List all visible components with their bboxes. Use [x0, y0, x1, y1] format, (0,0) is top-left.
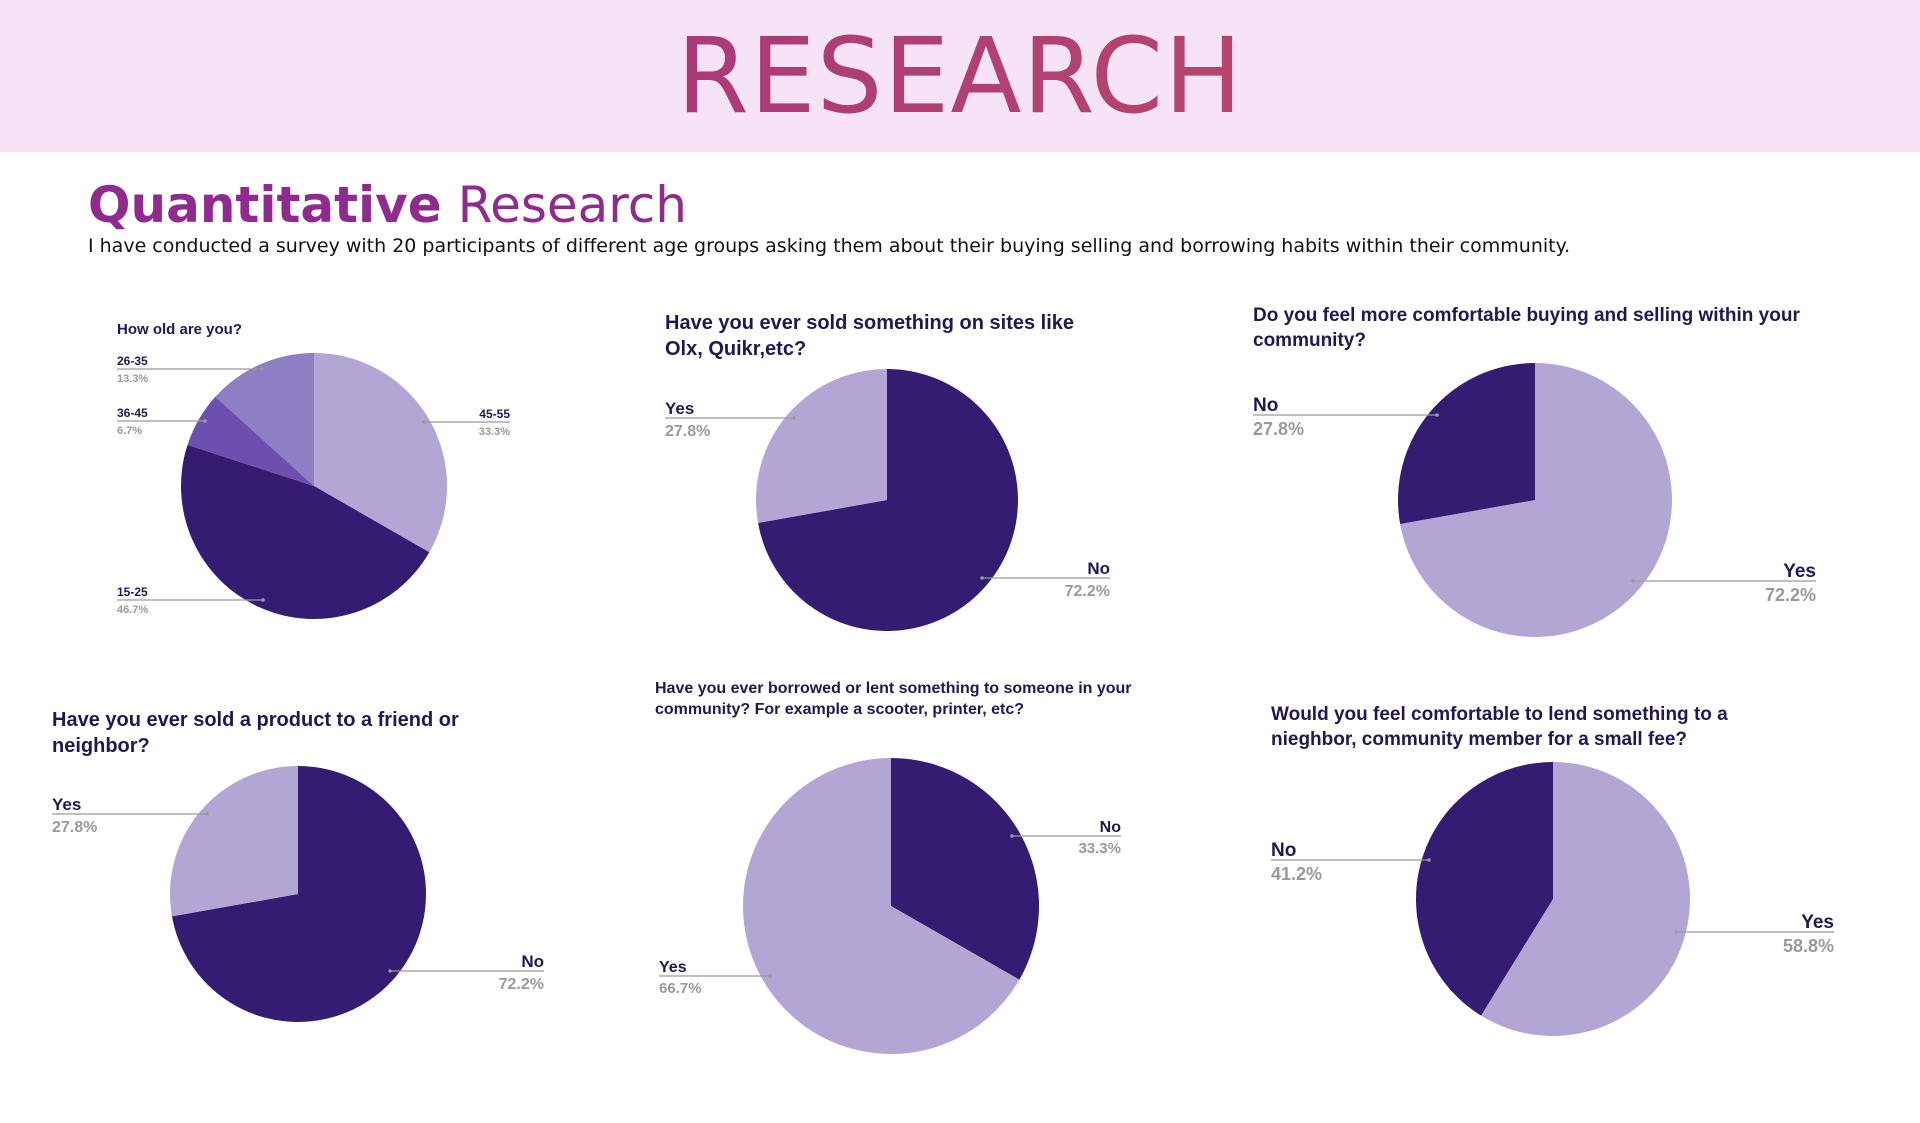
slice-pct-6-no: 41.2%: [1271, 864, 1322, 884]
pie-slice-2-yes: [755, 369, 887, 523]
intro-text: I have conducted a survey with 20 partic…: [88, 235, 1571, 257]
pie-slice-1-26-35: [215, 353, 314, 486]
slice-label-1-45-55: 45-55: [479, 407, 510, 421]
slice-label-5-yes: Yes: [659, 959, 687, 976]
chart-title-age: How old are you?: [117, 321, 243, 338]
leader-dot-1-36-45: [203, 419, 207, 423]
leader-dot-3-yes: [1631, 579, 1635, 583]
leader-dot-5-yes: [768, 974, 772, 978]
slice-pct-5-no: 33.3%: [1078, 840, 1121, 857]
section-title-light: Research: [457, 176, 687, 234]
pie-slice-5-no: [891, 758, 1040, 980]
slice-pct-6-yes: 58.8%: [1783, 936, 1834, 956]
pie-slice-1-36-45: [187, 396, 314, 486]
leader-dot-4-no: [388, 969, 392, 973]
slice-label-4-no: No: [521, 952, 544, 971]
slice-pct-1-45-55: 33.3%: [479, 426, 510, 438]
chart-title-lend-for-fee: Would you feel comfortable to lend somet…: [1271, 704, 1728, 750]
section-title: Quantitative Research: [88, 172, 687, 238]
pie-slice-1-45-55: [314, 353, 448, 553]
page-title: RESEARCH: [0, 16, 1920, 136]
header-banner: RESEARCH: [0, 0, 1920, 152]
slice-label-5-no: No: [1100, 819, 1122, 836]
pie-slice-4-no: [171, 766, 427, 1022]
leader-dot-5-no: [1010, 834, 1014, 838]
pie-slice-3-yes: [1400, 363, 1672, 637]
slice-pct-1-15-25: 46.7%: [117, 604, 148, 616]
leader-dot-1-45-55: [422, 420, 426, 424]
slice-pct-3-no: 27.8%: [1253, 419, 1304, 439]
leader-dot-3-no: [1435, 413, 1439, 417]
slice-pct-1-36-45: 6.7%: [117, 425, 142, 437]
slice-pct-4-yes: 27.8%: [52, 819, 97, 836]
leader-dot-4-yes: [205, 812, 209, 816]
leader-dot-6-no: [1427, 858, 1431, 862]
slice-label-3-yes: Yes: [1783, 561, 1816, 582]
slice-pct-3-yes: 72.2%: [1765, 585, 1816, 605]
slice-label-3-no: No: [1253, 395, 1278, 416]
slice-pct-2-yes: 27.8%: [665, 423, 710, 440]
pie-slice-1-15-25: [181, 444, 430, 620]
slice-pct-1-26-35: 13.3%: [117, 373, 148, 385]
slice-label-2-no: No: [1087, 559, 1110, 578]
section-title-bold: Quantitative: [88, 176, 442, 234]
pie-slice-6-yes: [1481, 762, 1690, 1036]
slice-label-2-yes: Yes: [665, 399, 694, 418]
slice-label-6-yes: Yes: [1801, 912, 1834, 933]
leader-dot-2-no: [980, 576, 984, 580]
slice-pct-5-yes: 66.7%: [659, 980, 702, 997]
slice-label-1-15-25: 15-25: [117, 585, 148, 599]
slice-label-1-36-45: 36-45: [117, 406, 148, 420]
slice-label-4-yes: Yes: [52, 795, 81, 814]
pie-slice-5-yes: [743, 758, 1020, 1055]
leader-dot-1-26-35: [260, 367, 264, 371]
pie-slice-6-no: [1415, 762, 1553, 1016]
chart-title-sold-to-friend: Have you ever sold a product to a friend…: [52, 709, 459, 757]
chart-title-online-selling: Have you ever sold something on sites li…: [665, 312, 1075, 360]
chart-title-borrowed-lent: Have you ever borrowed or lent something…: [655, 680, 1132, 718]
pie-slice-4-yes: [170, 766, 298, 917]
leader-dot-6-yes: [1674, 930, 1678, 934]
leader-dot-1-15-25: [261, 598, 265, 602]
pie-slice-3-no: [1397, 363, 1535, 524]
pie-slice-2-no: [758, 369, 1018, 631]
slice-label-6-no: No: [1271, 840, 1296, 861]
slice-pct-2-no: 72.2%: [1065, 583, 1110, 600]
chart-title-community-comfort: Do you feel more comfortable buying and …: [1253, 305, 1800, 351]
leader-dot-2-yes: [792, 416, 796, 420]
slice-label-1-26-35: 26-35: [117, 354, 148, 368]
slice-pct-4-no: 72.2%: [499, 976, 544, 993]
